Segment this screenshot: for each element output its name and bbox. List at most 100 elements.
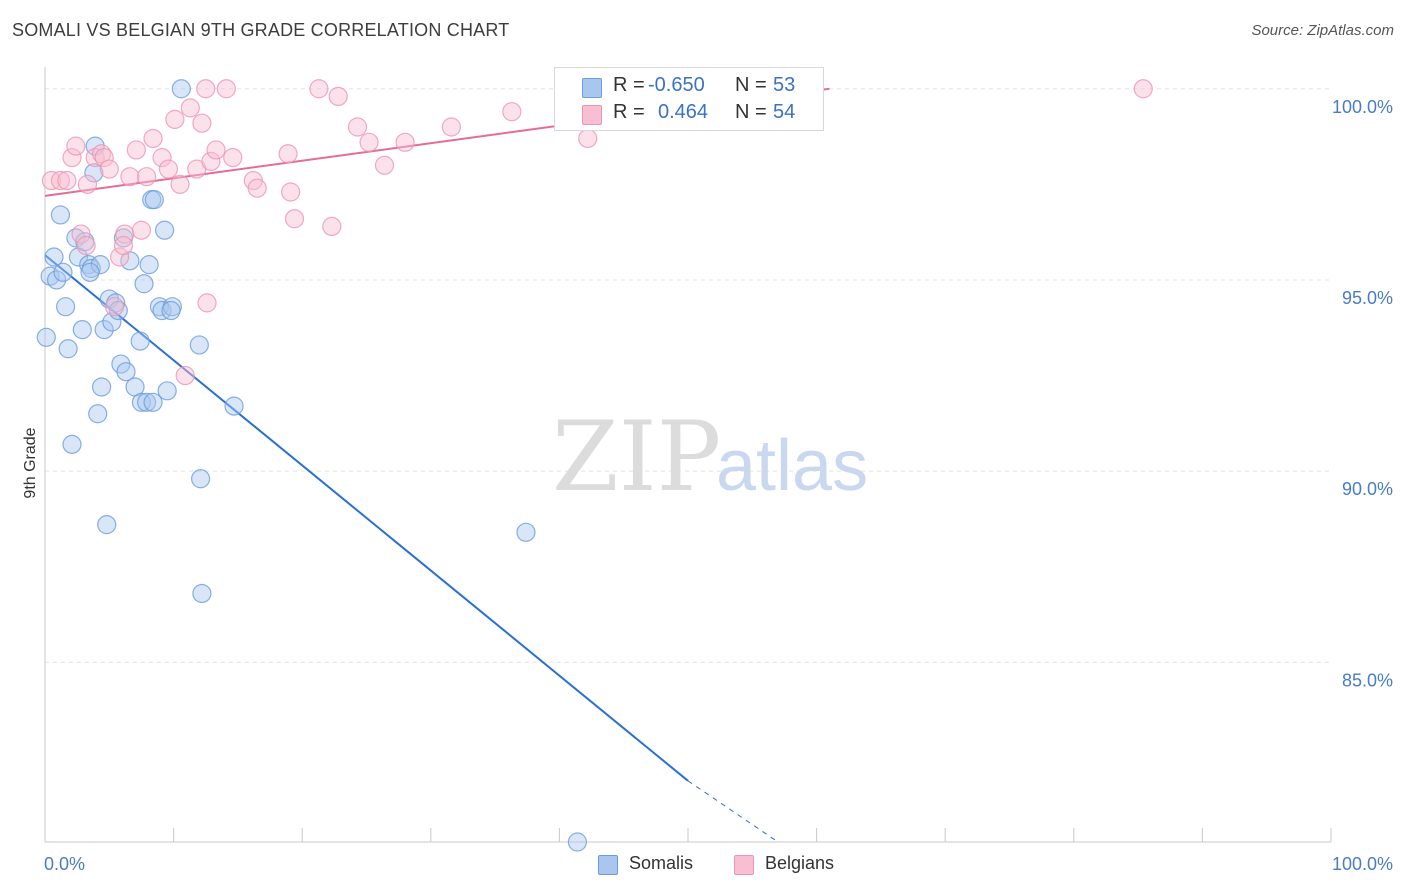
- gridlines: [45, 88, 1331, 663]
- n-label: N =: [735, 101, 767, 123]
- belgian-point: [113, 235, 134, 256]
- belgian-point: [223, 147, 243, 168]
- correlation-legend: R = -0.650 N = 53 R = 0.464 N = 54: [554, 67, 824, 131]
- belgian-point: [359, 132, 379, 152]
- belgian-point: [395, 132, 415, 152]
- belgian-point: [175, 365, 195, 386]
- somali-point: [154, 220, 175, 240]
- belgian-point: [131, 220, 152, 240]
- belgian-point: [94, 147, 114, 168]
- belgian-point: [1133, 79, 1153, 99]
- r-value: 0.464: [658, 101, 709, 123]
- somali-point: [58, 339, 78, 359]
- belgian-point: [50, 170, 71, 191]
- somali-point: [139, 255, 159, 275]
- belgian-point: [136, 167, 157, 187]
- axes: [44, 67, 1332, 843]
- belgian-point: [441, 117, 461, 137]
- belgian-point: [104, 297, 125, 317]
- somali-point: [191, 469, 211, 489]
- belgian-point: [374, 155, 395, 175]
- somalis-swatch: [598, 855, 618, 875]
- somali-point: [46, 270, 67, 290]
- watermark-atlas: atlas: [716, 426, 868, 506]
- belgian-point: [206, 140, 226, 160]
- belgian-point: [109, 247, 130, 267]
- belgian-point: [120, 167, 140, 187]
- somali-point: [91, 377, 112, 397]
- belgian-point: [158, 159, 179, 179]
- somali-swatch: [582, 78, 602, 98]
- somali-point: [72, 320, 92, 340]
- r-label: R =: [613, 101, 645, 123]
- n-label: N =: [735, 74, 767, 96]
- somali-point: [131, 392, 152, 412]
- somali-point: [171, 79, 191, 99]
- somali-point: [50, 205, 71, 225]
- legend-row-somali: R = -0.650 N = 53: [555, 74, 823, 102]
- belgians-swatch: [734, 855, 754, 875]
- watermark: ZIP atlas: [552, 401, 868, 513]
- belgian-point: [99, 159, 119, 179]
- belgian-point: [278, 144, 298, 164]
- belgian-point: [143, 128, 163, 149]
- somali-point: [94, 320, 114, 340]
- belgian-point: [247, 178, 267, 198]
- belgian-point: [347, 117, 368, 137]
- belgian-point: [216, 79, 236, 99]
- somali-point: [567, 832, 588, 852]
- belgian-point: [66, 136, 86, 156]
- belgian-point: [197, 293, 217, 313]
- belgian-point: [578, 128, 598, 149]
- belgian-point: [322, 216, 342, 237]
- somali-point: [157, 381, 177, 401]
- n-value: 54: [773, 101, 796, 123]
- belgian-point: [76, 235, 96, 256]
- belgian-point: [77, 174, 98, 194]
- belgian-point: [502, 102, 522, 122]
- somali-point: [108, 300, 128, 321]
- somali-point: [53, 262, 73, 282]
- belgian-point: [196, 79, 216, 99]
- somalis-label: Somalis: [629, 853, 694, 873]
- somali-point: [55, 297, 76, 317]
- belgian-point: [170, 174, 190, 194]
- chart-title: SOMALI VS BELGIAN 9TH GRADE CORRELATION …: [12, 20, 510, 40]
- belgian-point: [328, 86, 348, 107]
- somali-point: [134, 274, 154, 294]
- somali-point: [136, 392, 157, 412]
- somali-point: [116, 362, 136, 382]
- somali-point: [88, 404, 108, 424]
- y-tick-label: 95.0%: [1342, 288, 1393, 308]
- somali-point: [161, 300, 181, 321]
- somali-point: [102, 312, 122, 332]
- belgian-point: [180, 98, 200, 118]
- somali-point: [84, 163, 104, 183]
- somali-trend-extension: [687, 780, 779, 843]
- somali-point: [130, 331, 150, 351]
- belgian-point: [165, 109, 185, 129]
- somali-point: [516, 522, 536, 542]
- watermark-zip: ZIP: [552, 401, 721, 513]
- belgian-point: [126, 140, 146, 160]
- x-tick-label: 100.0%: [1332, 854, 1393, 874]
- somali-point: [97, 515, 117, 535]
- source-credit: Source: ZipAtlas.com: [1251, 22, 1394, 39]
- legend-row-belgian: R = 0.464 N = 54: [555, 101, 823, 129]
- somali-point: [189, 335, 209, 355]
- belgian-point: [284, 209, 305, 229]
- y-tick-label: 85.0%: [1342, 670, 1393, 690]
- somali-point: [143, 392, 163, 412]
- tick-labels: 85.0% 90.0% 95.0% 100.0% 0.0% 100.0%: [44, 97, 1393, 874]
- belgian-point: [57, 170, 77, 191]
- somali-point: [36, 327, 56, 347]
- belgian-point: [192, 113, 212, 133]
- series-legend: Somalis Belgians: [0, 851, 1406, 879]
- belgian-point: [152, 147, 172, 168]
- somali-point: [224, 396, 244, 416]
- y-tick-label: 90.0%: [1342, 479, 1393, 499]
- belgian-point: [281, 182, 301, 202]
- y-tick-label: 100.0%: [1332, 97, 1393, 117]
- belgian-point: [309, 79, 329, 99]
